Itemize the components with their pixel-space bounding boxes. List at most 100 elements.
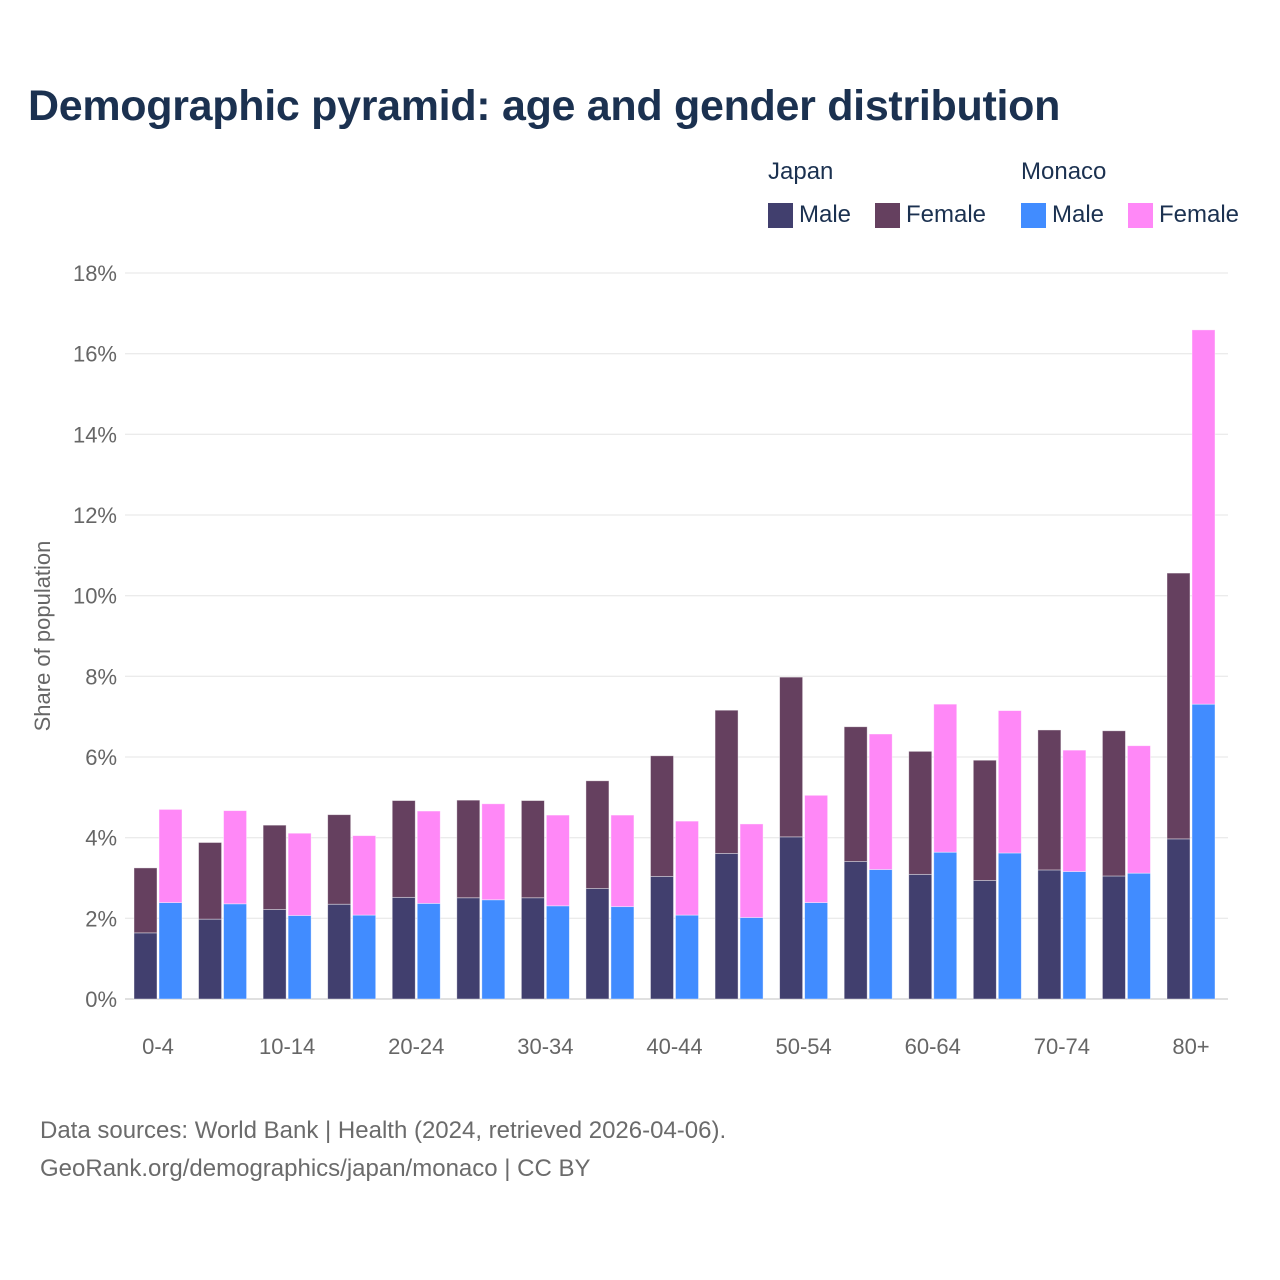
bar-japan-female bbox=[779, 676, 804, 838]
y-tick-label: 14% bbox=[73, 422, 117, 447]
legend-item-monaco-male[interactable]: Male bbox=[1021, 201, 1104, 229]
bar-japan-male bbox=[714, 852, 739, 1000]
y-tick-label: 10% bbox=[73, 584, 117, 609]
x-tick-label: 80+ bbox=[1172, 1034, 1209, 1059]
bar-monaco-male bbox=[1062, 871, 1087, 1000]
bar-monaco-male bbox=[610, 906, 635, 1000]
y-tick-label: 8% bbox=[85, 664, 117, 689]
x-axis-ticks: 0-4 10-14 20-24 30-34 40-44 50-54 60-64 70-74 80… bbox=[142, 1034, 1210, 1059]
x-tick-label: 60-64 bbox=[905, 1034, 961, 1059]
legend-label: Male bbox=[799, 201, 852, 228]
bar-monaco-female bbox=[545, 814, 570, 907]
bar-japan-male bbox=[1166, 838, 1191, 1000]
bar-japan-male bbox=[843, 861, 868, 1000]
bar-japan-female bbox=[327, 814, 352, 905]
bar-japan-female bbox=[1037, 729, 1062, 871]
bar-monaco-male bbox=[804, 902, 829, 1000]
legend-swatch bbox=[768, 202, 793, 228]
bar-monaco-male bbox=[675, 914, 699, 1000]
y-axis-ticks: 0% 2% 4% 6% 8% 10% 12% 14% 16% 18% bbox=[73, 261, 117, 1012]
bars bbox=[133, 329, 1216, 1000]
bar-japan-female bbox=[650, 755, 674, 877]
bar-monaco-female bbox=[868, 733, 893, 870]
bar-monaco-female bbox=[1191, 329, 1216, 705]
bar-monaco-male bbox=[158, 902, 183, 1000]
legend-swatch bbox=[875, 202, 900, 228]
y-tick-label: 12% bbox=[73, 503, 117, 528]
bar-japan-male bbox=[779, 836, 804, 1000]
bar-monaco-female bbox=[739, 823, 764, 918]
bar-japan-male bbox=[585, 888, 610, 1000]
legend-group-japan: Japan bbox=[768, 158, 834, 185]
bar-japan-male bbox=[1037, 869, 1062, 1000]
legend-label: Female bbox=[906, 201, 987, 228]
bar-monaco-female bbox=[610, 814, 635, 908]
bar-japan-female bbox=[133, 867, 158, 934]
bar-monaco-male bbox=[287, 915, 312, 1000]
bar-monaco-male bbox=[933, 851, 958, 1000]
x-tick-label: 50-54 bbox=[775, 1034, 831, 1059]
x-tick-label: 70-74 bbox=[1034, 1034, 1090, 1059]
bar-japan-female bbox=[456, 799, 481, 899]
legend-item-japan-male[interactable]: Male bbox=[768, 201, 851, 229]
bar-japan-female bbox=[1166, 572, 1191, 840]
bar-monaco-female bbox=[933, 703, 958, 853]
bar-monaco-male bbox=[223, 903, 247, 1000]
y-tick-label: 16% bbox=[73, 342, 117, 367]
y-tick-label: 6% bbox=[85, 745, 117, 770]
bar-japan-female bbox=[198, 842, 222, 920]
bar-japan-male bbox=[327, 903, 352, 1000]
bar-japan-female bbox=[843, 726, 868, 862]
bar-monaco-female bbox=[1062, 749, 1087, 872]
bar-monaco-male bbox=[352, 914, 377, 1000]
bar-japan-female bbox=[391, 800, 416, 898]
legend-swatch bbox=[1128, 202, 1153, 228]
bar-monaco-female bbox=[158, 809, 183, 904]
legend-group-monaco: Monaco bbox=[1021, 158, 1107, 185]
y-axis-label: Share of population bbox=[30, 541, 55, 732]
bar-monaco-female bbox=[997, 710, 1022, 854]
bar-monaco-female bbox=[804, 794, 829, 904]
bar-monaco-male bbox=[868, 869, 893, 1000]
bar-japan-male bbox=[972, 880, 997, 1000]
bar-japan-male bbox=[133, 932, 158, 1000]
y-tick-label: 4% bbox=[85, 826, 117, 851]
bar-monaco-male bbox=[1127, 872, 1151, 1000]
bar-monaco-male bbox=[997, 852, 1022, 1000]
y-tick-label: 2% bbox=[85, 906, 117, 931]
bar-japan-female bbox=[972, 759, 997, 881]
bar-monaco-female bbox=[416, 810, 441, 904]
bar-monaco-male bbox=[739, 917, 764, 1000]
bar-monaco-female bbox=[675, 820, 699, 916]
legend-label: Female bbox=[1159, 201, 1240, 228]
bar-japan-male bbox=[391, 896, 416, 1000]
legend-item-monaco-female[interactable]: Female bbox=[1128, 201, 1239, 229]
x-tick-label: 30-34 bbox=[517, 1034, 573, 1059]
x-tick-label: 10-14 bbox=[259, 1034, 315, 1059]
bar-japan-female bbox=[908, 750, 933, 875]
bar-monaco-male bbox=[545, 905, 570, 1000]
bar-monaco-male bbox=[481, 899, 506, 1000]
bar-monaco-female bbox=[1127, 745, 1151, 874]
bar-monaco-male bbox=[416, 903, 441, 1000]
bar-japan-male bbox=[1102, 875, 1126, 1000]
bar-japan-male bbox=[520, 897, 545, 1000]
bar-monaco-female bbox=[223, 810, 247, 905]
bar-japan-female bbox=[585, 780, 610, 889]
bar-japan-female bbox=[714, 709, 739, 854]
legend-item-japan-female[interactable]: Female bbox=[875, 201, 986, 229]
bar-japan-male bbox=[262, 909, 287, 1000]
bar-monaco-female bbox=[481, 803, 506, 901]
bar-monaco-female bbox=[352, 835, 377, 916]
bar-japan-female bbox=[520, 800, 545, 899]
footer-source: Data sources: World Bank | Health (2024,… bbox=[40, 1117, 727, 1144]
bar-monaco-female bbox=[287, 832, 312, 916]
bar-japan-female bbox=[262, 824, 287, 910]
chart-title: Demographic pyramid: age and gender dist… bbox=[28, 82, 1061, 130]
bar-japan-male bbox=[198, 918, 222, 1000]
x-tick-label: 0-4 bbox=[142, 1034, 174, 1059]
legend-swatch bbox=[1021, 202, 1046, 228]
footer-link[interactable]: GeoRank.org/demographics/japan/monaco | … bbox=[40, 1155, 591, 1182]
legend-label: Male bbox=[1052, 201, 1105, 228]
